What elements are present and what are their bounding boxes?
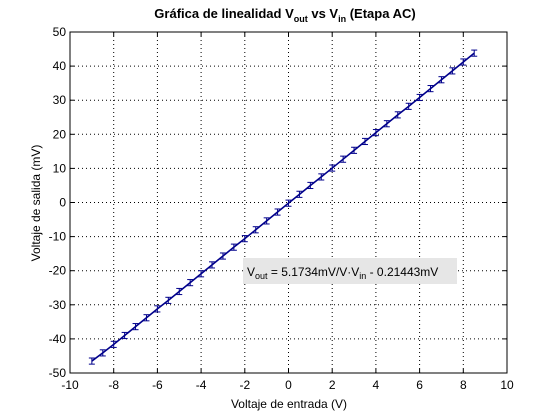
error-bar xyxy=(361,137,368,146)
error-bar xyxy=(198,270,205,278)
error-bar xyxy=(121,331,128,340)
y-tick-label: 10 xyxy=(53,161,67,175)
y-tick-label: -40 xyxy=(49,332,67,346)
x-tick-label: 0 xyxy=(285,378,292,392)
y-tick-label: 50 xyxy=(53,25,67,39)
x-tick-label: -6 xyxy=(152,378,163,392)
error-bar xyxy=(88,357,95,365)
error-bar xyxy=(230,243,237,251)
fit-annotation: Vout = 5.1734mV/V·Vin - 0.21443mV xyxy=(243,258,457,284)
error-bar xyxy=(187,279,194,287)
error-bar xyxy=(340,155,347,163)
error-bar xyxy=(252,226,259,234)
x-tick-label: -10 xyxy=(61,378,79,392)
annotation-background xyxy=(243,258,457,284)
data-series xyxy=(88,49,478,365)
error-bar xyxy=(416,93,423,102)
error-bar xyxy=(405,102,412,110)
error-bar xyxy=(318,173,325,181)
error-bar xyxy=(165,296,172,304)
error-bar xyxy=(209,261,216,269)
chart-title: Gráfica de linealidad Vout vs Vin (Etapa… xyxy=(154,6,415,24)
error-bar xyxy=(143,314,150,322)
y-tick-label: 0 xyxy=(59,196,66,210)
x-tick-label: 2 xyxy=(329,378,336,392)
error-bar xyxy=(383,120,390,128)
x-tick-label: -8 xyxy=(108,378,119,392)
x-tick-label: 4 xyxy=(373,378,380,392)
x-tick-label: 10 xyxy=(500,378,514,392)
y-axis-label: Voltaje de salida (mV) xyxy=(29,145,43,262)
y-tick-label: -10 xyxy=(49,230,67,244)
y-tick-label: -20 xyxy=(49,264,67,278)
error-bar xyxy=(471,49,478,57)
error-bar xyxy=(460,58,467,66)
ticks: -10 -8 -6 -4 -2 0 2 4 6 8 10-50-40-30-20-100102030… xyxy=(49,25,514,392)
error-bar xyxy=(154,305,161,313)
error-bar xyxy=(329,164,336,172)
grid xyxy=(70,32,507,373)
error-bar xyxy=(176,287,183,296)
annotation-text: Vout = 5.1734mV/V·Vin - 0.21443mV xyxy=(247,265,438,281)
error-bar xyxy=(307,181,314,190)
x-tick-label: -4 xyxy=(196,378,207,392)
error-bar xyxy=(285,199,292,207)
error-bar xyxy=(99,349,106,357)
series-line xyxy=(91,52,475,362)
error-bar xyxy=(274,208,281,216)
error-bar xyxy=(449,67,456,75)
error-bar xyxy=(351,146,358,154)
x-tick-label: 8 xyxy=(460,378,467,392)
y-tick-label: -30 xyxy=(49,298,67,312)
y-tick-label: 30 xyxy=(53,93,67,107)
y-tick-label: 20 xyxy=(53,127,67,141)
error-bar xyxy=(394,111,401,119)
error-bar xyxy=(219,252,226,260)
error-bar xyxy=(132,323,139,331)
error-bar xyxy=(372,129,379,137)
x-tick-label: 6 xyxy=(416,378,423,392)
x-axis-label: Voltaje de entrada (V) xyxy=(231,397,347,411)
error-bar xyxy=(110,340,117,348)
error-bar xyxy=(263,217,270,225)
x-tick-label: -2 xyxy=(239,378,250,392)
error-bar xyxy=(241,235,248,243)
error-bar xyxy=(296,190,303,198)
y-tick-label: -50 xyxy=(49,366,67,380)
y-tick-label: 40 xyxy=(53,59,67,73)
error-bar xyxy=(438,76,445,84)
error-bar xyxy=(427,85,434,93)
